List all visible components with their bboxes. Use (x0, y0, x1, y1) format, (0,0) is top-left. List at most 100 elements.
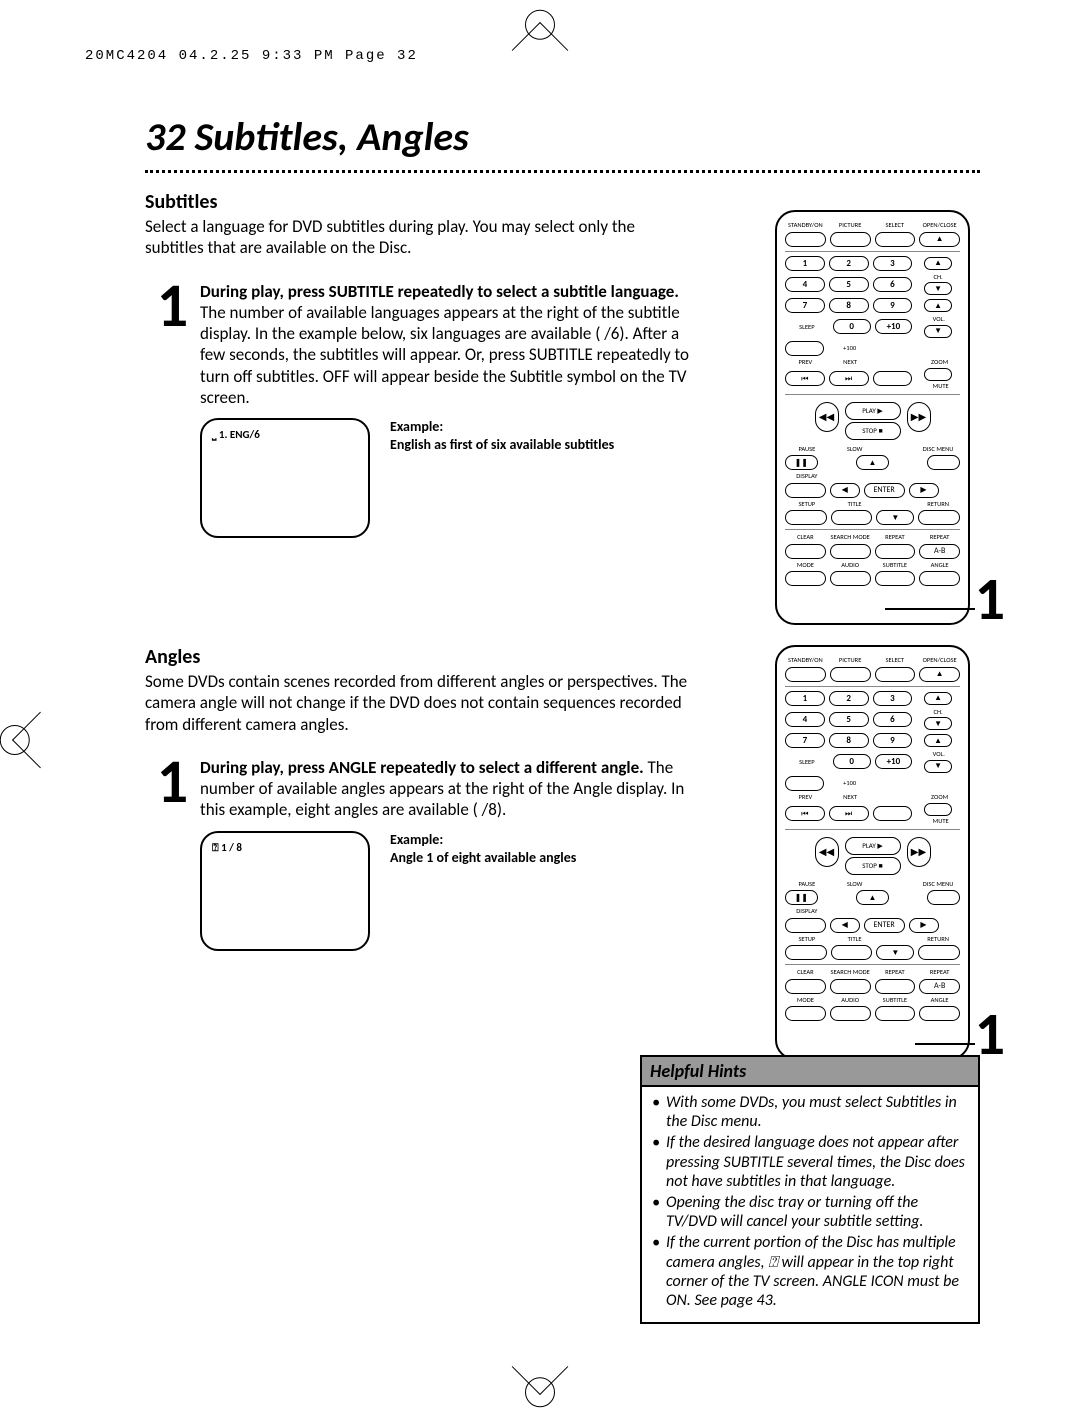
subtitle-button (875, 1006, 916, 1021)
repeat-button (875, 979, 916, 994)
num-2: 2 (829, 256, 869, 271)
num-0: 0 (833, 754, 871, 769)
num-0: 0 (833, 319, 871, 334)
right-button: ▶ (909, 483, 939, 498)
hint-item: If the desired language does not appear … (652, 1133, 968, 1191)
num-1: 1 (785, 691, 825, 706)
label: ZOOM (919, 794, 960, 801)
prev-button: ⏮ (785, 371, 825, 386)
down-button: ▼ (876, 510, 914, 525)
sleep-button (785, 776, 824, 791)
label: REPEAT (919, 534, 960, 541)
remote-diagram-2: STANDBY/ONPICTURESELECTOPEN/CLOSE ▲ 123▲… (775, 645, 970, 1060)
num-6: 6 (873, 277, 913, 292)
ch-up: ▲ (924, 257, 952, 270)
sleep-label: SLEEP (785, 759, 829, 766)
num-4: 4 (785, 712, 825, 727)
num-4: 4 (785, 277, 825, 292)
num-8: 8 (829, 733, 869, 748)
select-button (875, 232, 916, 247)
hint-item: If the current portion of the Disc has m… (652, 1233, 968, 1310)
step-bold: During play, press ANGLE repeatedly to s… (200, 757, 644, 778)
ch-down: ▼ (924, 282, 952, 295)
vol-up: ▲ (924, 734, 952, 747)
angle-button (919, 1006, 960, 1021)
num-1: 1 (785, 256, 825, 271)
mute-button (924, 368, 952, 381)
left-button: ◀ (830, 918, 860, 933)
angle-example-label: Example: Angle 1 of eight available angl… (390, 831, 576, 951)
angle-button (919, 571, 960, 586)
pause-button: ❚❚ (785, 455, 818, 470)
step-bold: During play, press SUBTITLE repeatedly t… (200, 281, 679, 302)
up-button: ▲ (856, 455, 889, 470)
label: ANGLE (919, 562, 960, 569)
num-6: 6 (873, 712, 913, 727)
label: SETUP (785, 501, 829, 508)
hint-item: Opening the disc tray or turning off the… (652, 1193, 968, 1231)
mode-button (785, 1006, 826, 1021)
title-rule (145, 170, 980, 173)
repeat-ab-button: A-B (919, 544, 960, 559)
label: TITLE (833, 936, 877, 943)
repeat-ab-button: A-B (919, 979, 960, 994)
label: DISPLAY (785, 908, 829, 915)
crop-mark-bottom (512, 1339, 569, 1396)
audio-button (830, 571, 871, 586)
label: NEXT (830, 359, 871, 366)
repeat-button (875, 544, 916, 559)
label: ANGLE (919, 997, 960, 1004)
helpful-hints-box: Helpful Hints With some DVDs, you must s… (640, 1055, 980, 1324)
picture-button (830, 667, 871, 682)
hint-item: With some DVDs, you must select Subtitle… (652, 1093, 968, 1131)
label: SETUP (785, 936, 829, 943)
ch-down: ▼ (924, 717, 952, 730)
mute-button (924, 803, 952, 816)
ch-up: ▲ (924, 692, 952, 705)
num-5: 5 (829, 712, 869, 727)
num-2: 2 (829, 691, 869, 706)
label: PREV (785, 794, 826, 801)
sleep-button (785, 341, 824, 356)
num-7: 7 (785, 298, 825, 313)
display-button (785, 483, 826, 498)
subtitle-example-label: Example: English as first of six availab… (390, 418, 614, 538)
label: REPEAT (919, 969, 960, 976)
label: PREV (785, 359, 826, 366)
num-3: 3 (873, 691, 913, 706)
label: AUDIO (830, 562, 871, 569)
vol-label: VOL. (933, 751, 944, 758)
subtitle-button (875, 571, 916, 586)
label: PICTURE (830, 222, 871, 229)
zoom-button (873, 806, 913, 821)
title-button (831, 510, 873, 525)
num-3: 3 (873, 256, 913, 271)
ff-button: ▶▶ (907, 837, 931, 867)
page-header: 20MC4204 04.2.25 9:33 PM Page 32 (85, 48, 418, 64)
label: AUDIO (830, 997, 871, 1004)
label: SUBTITLE (875, 562, 916, 569)
label: CLEAR (785, 534, 826, 541)
angles-heading: Angles (145, 645, 695, 669)
callout-number-1: 1 (975, 563, 1005, 636)
disc-menu-button (927, 890, 960, 905)
crop-mark-top (512, 22, 569, 79)
label: DISPLAY (785, 473, 829, 480)
return-button (918, 945, 960, 960)
angles-intro: Some DVDs contain scenes recorded from d… (145, 671, 695, 735)
num-7: 7 (785, 733, 825, 748)
label: PAUSE (785, 446, 829, 453)
picture-button (830, 232, 871, 247)
audio-button (830, 1006, 871, 1021)
hints-title: Helpful Hints (642, 1057, 978, 1087)
rew-button: ◀◀ (815, 837, 839, 867)
vol-down: ▼ (924, 325, 952, 338)
next-button: ⏭ (829, 371, 869, 386)
label: PICTURE (830, 657, 871, 664)
eject-button: ▲ (919, 232, 960, 247)
ch-label: CH. (933, 709, 944, 716)
eject-button: ▲ (919, 667, 960, 682)
disc-menu-button (927, 455, 960, 470)
plus10: +10 (875, 319, 913, 334)
label: OPEN/CLOSE (919, 222, 960, 229)
